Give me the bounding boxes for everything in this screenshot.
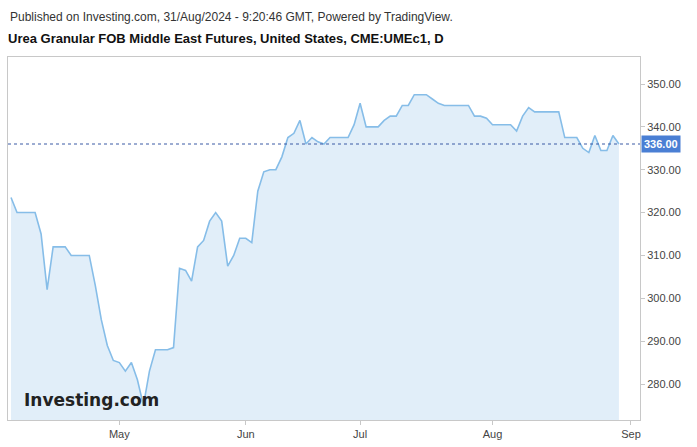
- svg-text:Aug: Aug: [483, 428, 503, 440]
- svg-text:320.00: 320.00: [647, 206, 681, 218]
- svg-text:300.00: 300.00: [647, 292, 681, 304]
- svg-text:Jul: Jul: [353, 428, 367, 440]
- svg-text:350.00: 350.00: [647, 78, 681, 90]
- svg-text:May: May: [109, 428, 130, 440]
- svg-text:Jun: Jun: [237, 428, 255, 440]
- svg-text:280.00: 280.00: [647, 378, 681, 390]
- svg-text:340.00: 340.00: [647, 121, 681, 133]
- svg-text:310.00: 310.00: [647, 249, 681, 261]
- svg-text:Published on Investing.com, 31: Published on Investing.com, 31/Aug/2024 …: [10, 10, 453, 24]
- svg-text:336.00: 336.00: [644, 138, 678, 150]
- svg-text:Sep: Sep: [621, 428, 641, 440]
- svg-text:290.00: 290.00: [647, 335, 681, 347]
- svg-text:Urea Granular FOB Middle East: Urea Granular FOB Middle East Futures, U…: [8, 31, 444, 46]
- svg-text:330.00: 330.00: [647, 164, 681, 176]
- svg-text:Investing.com: Investing.com: [24, 390, 159, 410]
